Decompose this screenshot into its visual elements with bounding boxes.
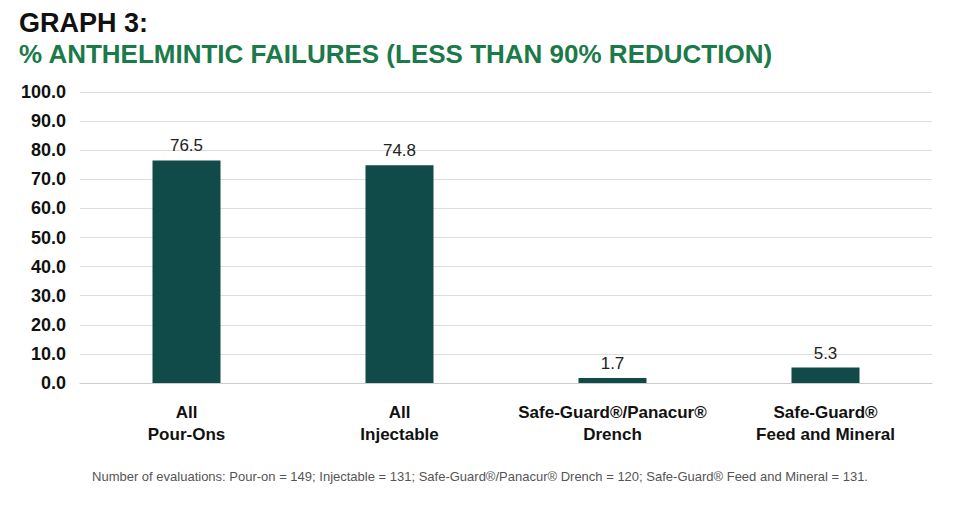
svg-text:GRAPH 3:: GRAPH 3: <box>19 8 148 38</box>
svg-text:0.0: 0.0 <box>41 373 66 393</box>
svg-text:Safe-Guard®: Safe-Guard® <box>773 403 878 422</box>
svg-text:Number of evaluations: Pour-on: Number of evaluations: Pour-on = 149; In… <box>92 469 868 484</box>
svg-text:5.3: 5.3 <box>814 344 838 363</box>
svg-text:30.0: 30.0 <box>31 286 66 306</box>
svg-text:50.0: 50.0 <box>31 228 66 248</box>
svg-text:20.0: 20.0 <box>31 315 66 335</box>
svg-text:10.0: 10.0 <box>31 344 66 364</box>
svg-text:1.7: 1.7 <box>601 354 625 373</box>
svg-text:76.5: 76.5 <box>170 136 203 155</box>
svg-text:90.0: 90.0 <box>31 111 66 131</box>
svg-text:40.0: 40.0 <box>31 257 66 277</box>
svg-text:Pour-Ons: Pour-Ons <box>148 425 225 444</box>
svg-text:Feed and Mineral: Feed and Mineral <box>756 425 895 444</box>
svg-text:All: All <box>176 403 198 422</box>
svg-text:Safe-Guard®/Panacur®: Safe-Guard®/Panacur® <box>518 403 707 422</box>
svg-text:74.8: 74.8 <box>383 141 416 160</box>
svg-text:Injectable: Injectable <box>360 425 438 444</box>
svg-text:% ANTHELMINTIC FAILURES (LESS: % ANTHELMINTIC FAILURES (LESS THAN 90% R… <box>19 39 772 69</box>
svg-text:80.0: 80.0 <box>31 140 66 160</box>
svg-text:60.0: 60.0 <box>31 198 66 218</box>
svg-text:100.0: 100.0 <box>21 82 66 102</box>
svg-text:70.0: 70.0 <box>31 169 66 189</box>
svg-text:Drench: Drench <box>583 425 642 444</box>
svg-text:All: All <box>389 403 411 422</box>
